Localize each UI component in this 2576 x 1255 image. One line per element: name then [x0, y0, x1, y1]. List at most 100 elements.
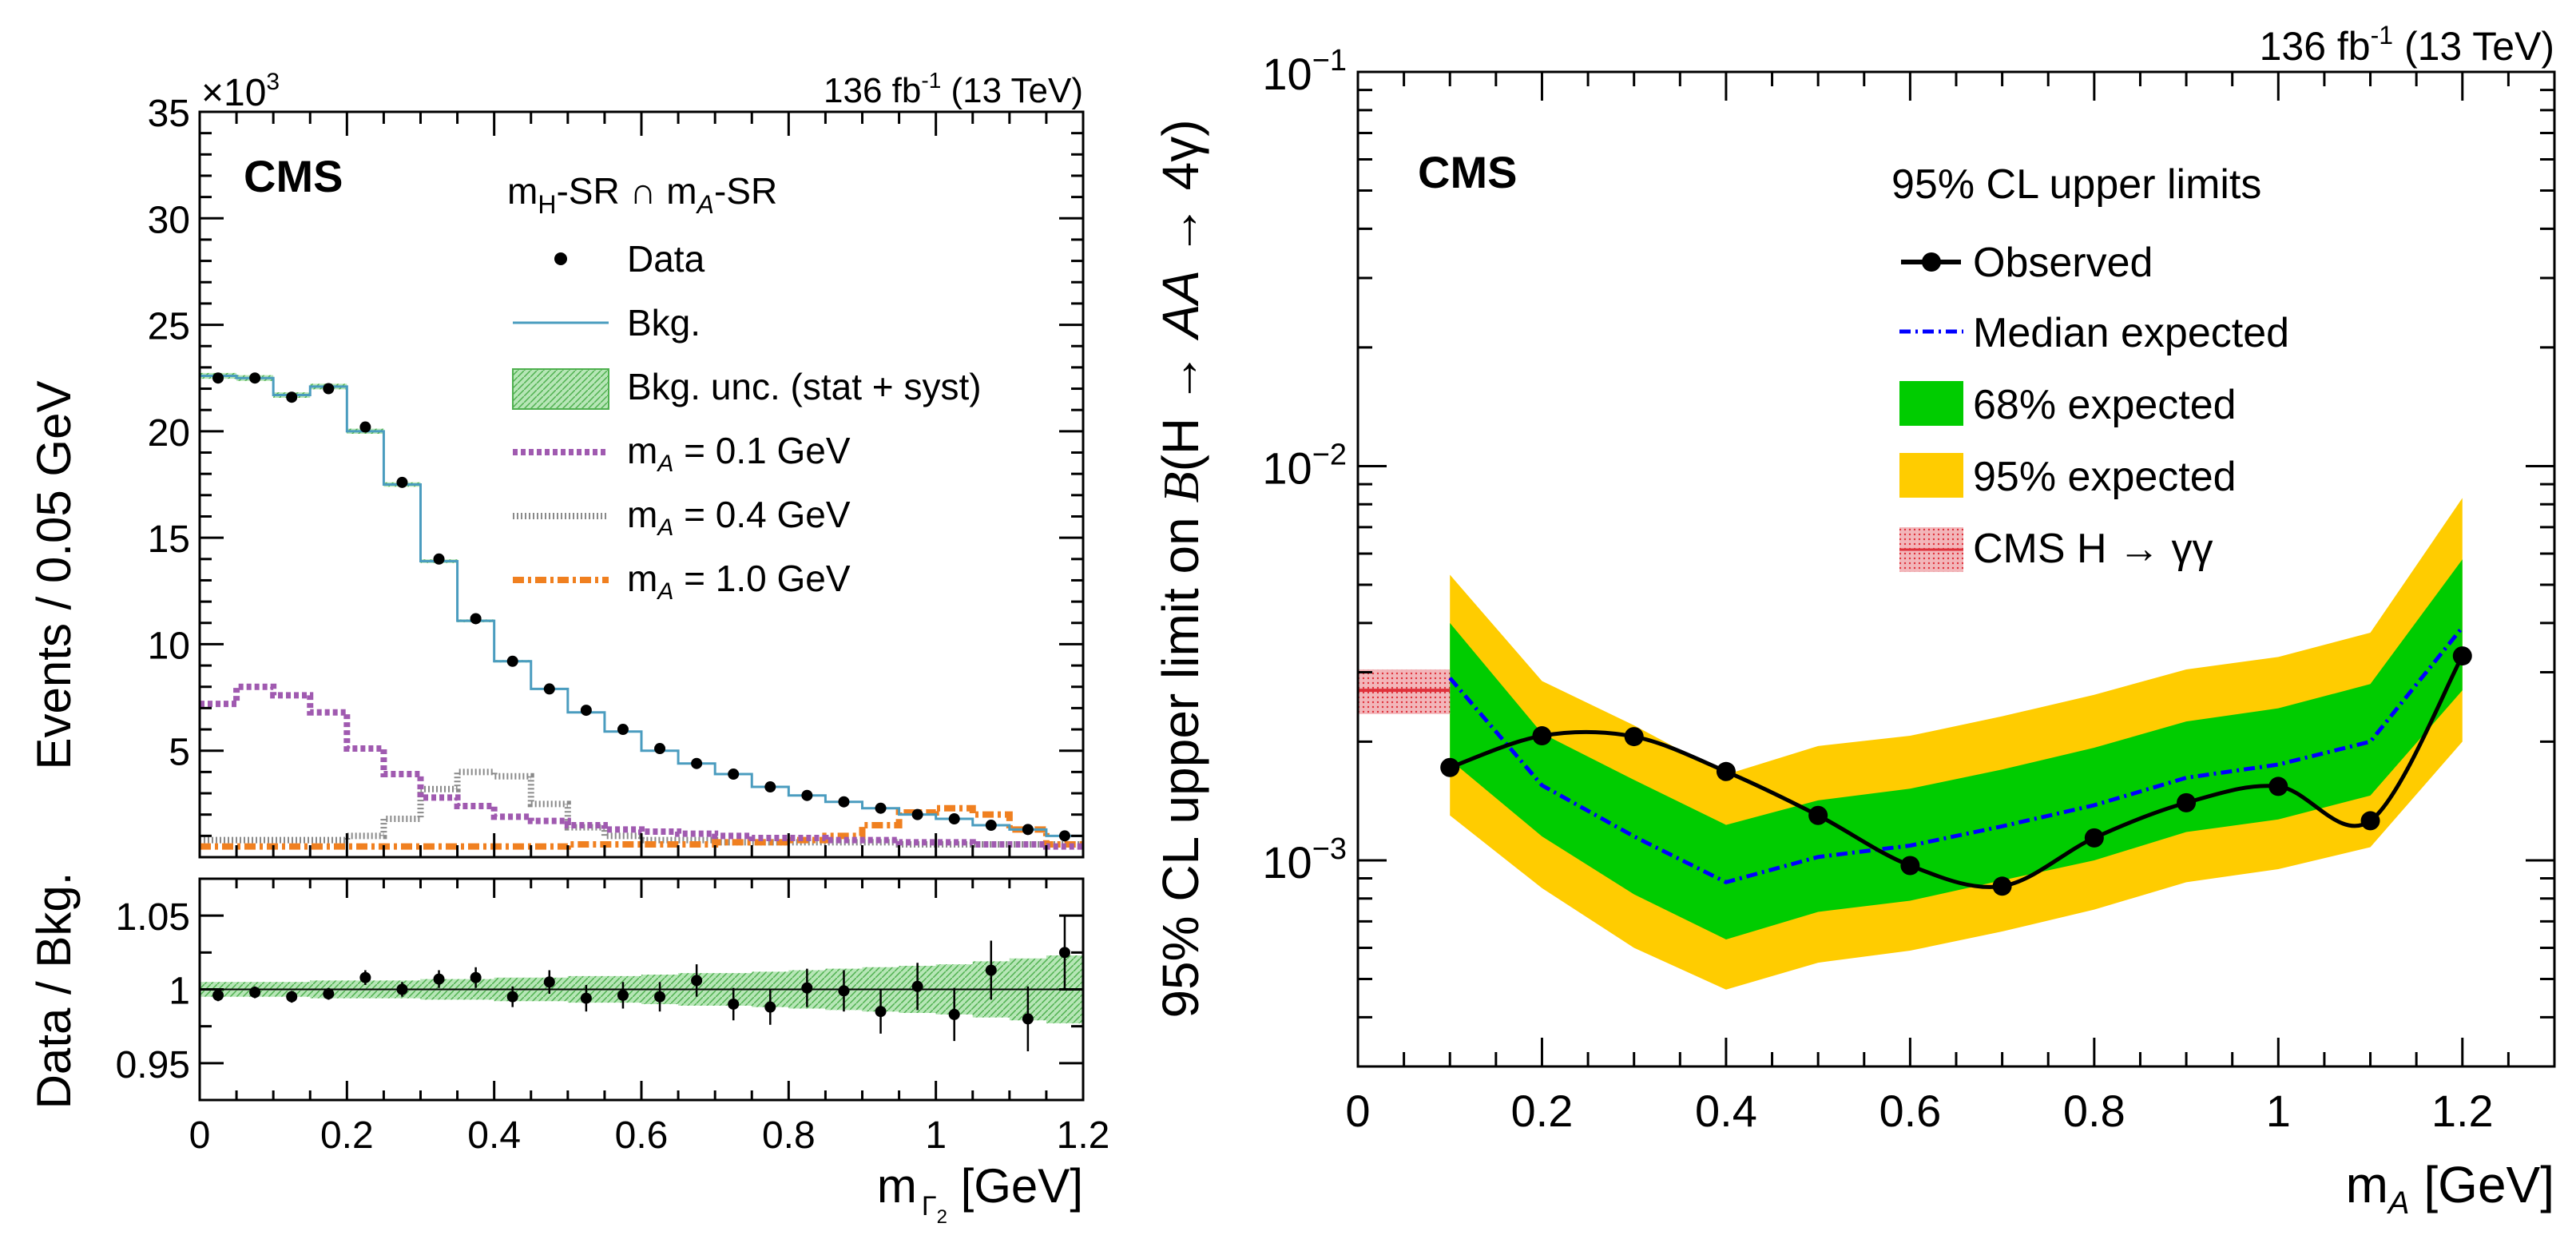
right-ytick-label: 10−3 [1262, 832, 1347, 888]
data-point [801, 789, 813, 801]
legend-median-label: Median expected [1973, 310, 2289, 356]
observed-point [1992, 876, 2012, 896]
ratio-point [985, 964, 997, 976]
right-xtick-label: 0 [1345, 1086, 1370, 1136]
data-point [691, 757, 703, 769]
legend-68-label: 68% expected [1973, 382, 2237, 428]
region-label: mH-SR ∩ mA-SR [507, 170, 777, 219]
left-xlabel: m Γ2 [GeV] [877, 1159, 1083, 1228]
left-bottom-panel: 0 0.2 0.4 0.6 0.8 1 1.2 0.95 1 1.05 Data / Bkg. m… [27, 872, 1109, 1228]
legend-95-swatch [1899, 453, 1963, 498]
data-point [764, 781, 776, 793]
observed-point [1532, 726, 1552, 746]
legend-data-label: Data [627, 238, 705, 280]
left-xtick-label: 0.8 [762, 1114, 816, 1157]
bkg-hist [200, 375, 1083, 837]
data-point [838, 796, 850, 808]
left-top-plot-area [200, 372, 1083, 850]
ratio-point [580, 992, 592, 1004]
right-xtick-label: 1.2 [2431, 1086, 2494, 1136]
data-point [249, 372, 261, 384]
observed-point [2268, 776, 2288, 796]
right-xtick-label: 1 [2266, 1086, 2291, 1136]
right-ylabel: 95% CL upper limit on B(H → AA → 4γ) [1152, 119, 1209, 1018]
right-legend: 95% CL upper limits Observed Median expe… [1891, 161, 2289, 572]
signal-mA-1.0-hist [200, 804, 1083, 850]
data-point [359, 421, 371, 433]
legend-95-label: 95% expected [1973, 454, 2237, 500]
ratio-axes: 0 0.2 0.4 0.6 0.8 1 1.2 0.95 1 1.05 [116, 877, 1110, 1157]
ratio-point [617, 989, 629, 1001]
ratio-point [1022, 1013, 1034, 1025]
observed-point [1808, 805, 1828, 825]
left-xtick-label: 0 [189, 1114, 211, 1157]
median-expected-line [1448, 626, 2464, 885]
ratio-point [212, 989, 224, 1001]
observed-point [2360, 811, 2380, 831]
observed-point [2084, 828, 2104, 848]
signal-mA-0.1-hist [200, 683, 1083, 850]
right-xtick-label: 0.6 [1879, 1086, 1941, 1136]
ratio-point [506, 991, 518, 1003]
ratio-point [286, 991, 298, 1003]
ratio-point [691, 975, 703, 987]
ratio-point [654, 991, 666, 1003]
left-top-panel: 5 10 15 20 25 30 35 136 fb-1 (13 TeV) ×103 CMS… [27, 68, 1085, 859]
left-ytick-label: 10 [148, 625, 190, 667]
ratio-ytick-label: 1 [169, 971, 190, 1013]
data-point [948, 813, 960, 825]
left-ylabel: Events / 0.05 GeV [27, 381, 81, 770]
left-ytick-label: 25 [148, 306, 190, 348]
right-xtick-label: 0.8 [2063, 1086, 2125, 1136]
right-xtick-label: 0.4 [1695, 1086, 1757, 1136]
observed-point [1716, 761, 1736, 781]
data-point [1058, 830, 1070, 842]
ratio-point [911, 980, 923, 992]
data-point [396, 476, 408, 488]
ratio-ylabel: Data / Bkg. [27, 872, 81, 1110]
left-legend: Data Bkg. Bkg. unc. (stat + syst) mA = 0… [512, 238, 982, 605]
legend-sig04-label: mA = 0.4 GeV [627, 494, 851, 541]
observed-point [1440, 757, 1460, 777]
left-xtick-label: 0.2 [320, 1114, 374, 1157]
data-point [985, 820, 997, 832]
ratio-ytick-label: 1.05 [116, 896, 190, 939]
data-point [1022, 824, 1034, 836]
left-xtick-label: 0.6 [615, 1114, 669, 1157]
legend-data-marker [554, 252, 567, 265]
data-point [286, 391, 298, 403]
right-ytick-label: 10−2 [1262, 438, 1347, 493]
left-ytick-label: 30 [148, 199, 190, 241]
ratio-point [948, 1008, 960, 1020]
left-xtick-label: 1 [925, 1114, 947, 1157]
left-xtick-label: 1.2 [1057, 1114, 1110, 1157]
data-point [875, 802, 887, 814]
legend-bkg-label: Bkg. [627, 302, 701, 344]
data-point [323, 383, 335, 395]
exponent-label: ×103 [201, 69, 280, 114]
legend-title: 95% CL upper limits [1891, 161, 2261, 208]
ratio-point [433, 973, 445, 985]
left-lumi-label: 136 fb-1 (13 TeV) [824, 68, 1083, 110]
right-xlabel: mA [GeV] [2346, 1156, 2554, 1221]
data-point [617, 724, 629, 736]
legend-unc-label: Bkg. unc. (stat + syst) [627, 366, 982, 407]
observed-point [1900, 856, 1920, 876]
left-ytick-label: 15 [148, 518, 190, 561]
ratio-point [1058, 947, 1070, 959]
ratio-point [359, 971, 371, 983]
left-cms-label: CMS [244, 151, 343, 201]
data-point [506, 655, 518, 667]
ratio-point [323, 988, 335, 1000]
legend-unc-swatch [512, 368, 609, 410]
legend-obs-marker [1922, 252, 1941, 272]
observed-point [2177, 792, 2197, 812]
data-point [470, 613, 482, 625]
right-cms-label: CMS [1418, 147, 1517, 197]
observed-point [2452, 646, 2472, 666]
ratio-point [764, 1001, 776, 1013]
left-ytick-label: 20 [148, 412, 190, 455]
data-point [728, 768, 740, 780]
band-68-expected [1450, 559, 2463, 939]
ratio-plot-area [200, 915, 1083, 1052]
